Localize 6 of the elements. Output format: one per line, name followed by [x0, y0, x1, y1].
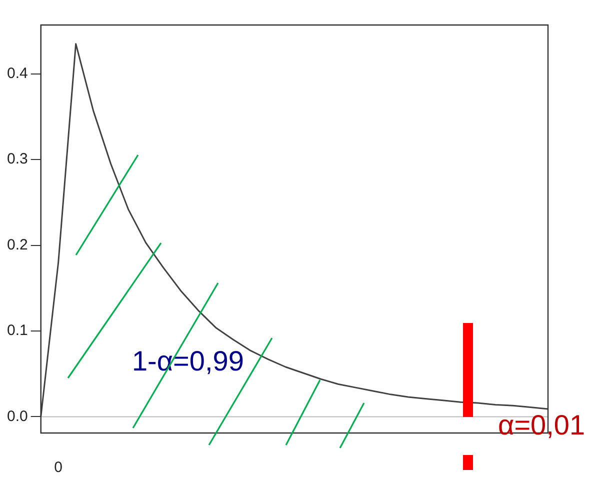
y-tick-label: 0.3 [6, 150, 28, 168]
y-tick-label: 0.1 [6, 322, 28, 340]
x-tick-label: 0 [54, 459, 63, 476]
y-tick-label: 0.4 [6, 65, 28, 82]
y-tick-label: 0.0 [6, 408, 28, 425]
y-tick-label: 0.2 [6, 236, 28, 254]
